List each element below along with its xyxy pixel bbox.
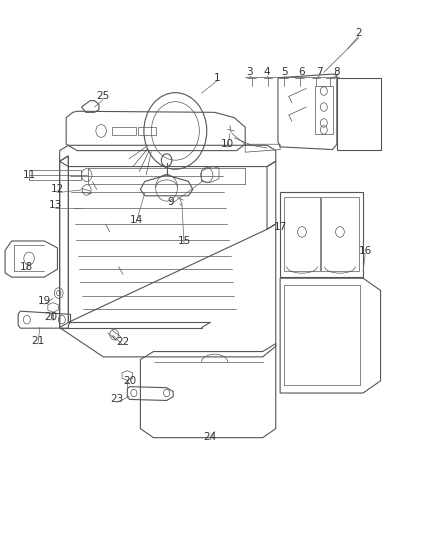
Text: 8: 8 xyxy=(334,68,340,77)
Text: 7: 7 xyxy=(316,68,323,77)
Text: 4: 4 xyxy=(264,68,270,77)
Text: 12: 12 xyxy=(51,184,64,195)
Text: 3: 3 xyxy=(246,68,253,77)
Text: 5: 5 xyxy=(281,68,288,77)
Text: 13: 13 xyxy=(49,200,62,211)
Text: 1: 1 xyxy=(213,73,220,83)
Text: 19: 19 xyxy=(38,296,51,306)
Text: 22: 22 xyxy=(117,337,130,347)
Text: 2: 2 xyxy=(355,28,362,38)
Text: 16: 16 xyxy=(359,246,372,255)
Text: 14: 14 xyxy=(129,215,143,225)
Text: 23: 23 xyxy=(110,394,123,405)
Text: 10: 10 xyxy=(221,139,234,149)
Text: 25: 25 xyxy=(97,91,110,101)
Text: 24: 24 xyxy=(204,432,217,442)
Text: 9: 9 xyxy=(168,197,174,207)
Text: 20: 20 xyxy=(44,312,57,322)
Text: 18: 18 xyxy=(20,262,34,271)
Text: 20: 20 xyxy=(123,376,136,386)
Text: 6: 6 xyxy=(299,68,305,77)
Text: 21: 21 xyxy=(31,336,44,346)
Text: 11: 11 xyxy=(22,170,36,180)
Text: 15: 15 xyxy=(177,236,191,246)
Text: 17: 17 xyxy=(273,222,287,232)
